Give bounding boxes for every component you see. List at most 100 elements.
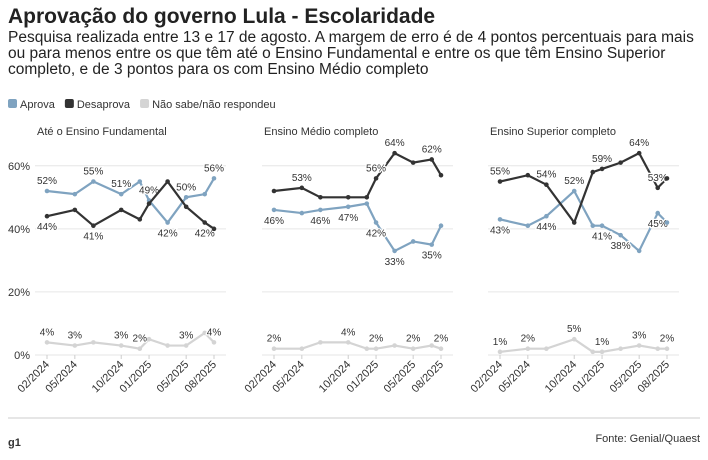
point	[137, 346, 143, 351]
panel-title: Até o Ensino Fundamental	[37, 126, 167, 138]
value-label: 2%	[133, 334, 148, 345]
point	[429, 157, 435, 162]
value-label: 55%	[83, 167, 103, 178]
value-label: 3%	[68, 331, 83, 342]
value-label: 1%	[595, 337, 610, 348]
point	[72, 207, 78, 213]
point	[392, 150, 397, 156]
value-label: 44%	[536, 222, 556, 233]
point	[636, 150, 642, 156]
logo: g1	[8, 437, 21, 449]
point	[44, 340, 50, 345]
point	[211, 226, 217, 232]
point	[202, 191, 208, 197]
value-label: 3%	[114, 331, 129, 342]
value-label: 56%	[366, 163, 386, 174]
y-tick-label: 60%	[8, 161, 30, 173]
point	[590, 349, 596, 355]
value-label: 53%	[292, 173, 312, 184]
point	[525, 346, 531, 351]
point	[202, 330, 208, 336]
point	[618, 232, 623, 238]
point	[271, 188, 277, 194]
line	[46, 177, 215, 225]
point	[544, 213, 549, 219]
point	[165, 179, 170, 184]
value-label: 3%	[632, 331, 647, 342]
point	[299, 185, 305, 191]
legend-label: Não sabe/não respondeu	[152, 99, 276, 111]
point	[146, 336, 152, 342]
point	[438, 346, 444, 351]
value-label: 33%	[385, 257, 405, 268]
point	[664, 346, 670, 351]
legend-label: Desaprova	[77, 99, 131, 111]
point	[364, 195, 370, 200]
point	[318, 340, 323, 345]
value-label: 54%	[536, 170, 556, 181]
point	[636, 343, 642, 348]
point	[118, 343, 124, 348]
value-label: 52%	[37, 176, 57, 187]
value-label: 52%	[564, 176, 584, 187]
point	[44, 188, 50, 194]
value-label: 2%	[660, 334, 675, 345]
point	[202, 220, 208, 225]
point	[664, 220, 670, 225]
value-label: 2%	[267, 334, 282, 345]
point	[183, 195, 189, 200]
value-label: 45%	[648, 219, 668, 230]
value-label: 59%	[592, 154, 612, 165]
point	[364, 201, 370, 206]
point	[318, 207, 323, 213]
point	[137, 217, 143, 222]
value-label: 44%	[37, 222, 57, 233]
point	[525, 172, 531, 178]
point	[44, 213, 50, 219]
line	[46, 331, 215, 350]
point	[392, 248, 397, 254]
point	[571, 336, 577, 342]
y-tick-label: 0%	[14, 350, 30, 362]
point	[438, 223, 444, 228]
value-label: 51%	[111, 179, 131, 190]
title: Aprovação do governo Lula - Escolaridade	[8, 5, 436, 28]
point	[299, 346, 305, 351]
point	[165, 220, 170, 225]
value-label: 4%	[40, 327, 55, 338]
point	[497, 349, 503, 355]
point	[211, 340, 217, 345]
line	[499, 189, 668, 253]
point	[373, 346, 379, 351]
point	[525, 223, 531, 228]
value-label: 46%	[264, 216, 284, 227]
point	[410, 239, 416, 244]
value-label: 56%	[204, 163, 224, 174]
value-label: 1%	[493, 337, 508, 348]
value-label: 41%	[83, 232, 103, 243]
point	[91, 340, 96, 345]
legend-swatch	[64, 99, 74, 108]
point	[590, 169, 596, 175]
point	[91, 223, 96, 228]
source: Fonte: Genial/Quaest	[595, 433, 700, 445]
point	[590, 223, 596, 228]
point	[318, 195, 323, 200]
value-label: 43%	[490, 225, 510, 236]
value-label: 55%	[490, 167, 510, 178]
point	[373, 220, 379, 225]
point	[137, 179, 143, 184]
point	[299, 210, 305, 216]
line	[499, 151, 668, 225]
value-label: 3%	[179, 331, 194, 342]
point	[345, 340, 351, 345]
point	[118, 207, 124, 213]
header: Aprovação do governo Lula - Escolaridade…	[8, 4, 703, 78]
point	[664, 176, 670, 181]
point	[146, 201, 152, 206]
value-label: 53%	[648, 173, 668, 184]
value-label: 5%	[567, 324, 582, 335]
point	[211, 176, 217, 181]
